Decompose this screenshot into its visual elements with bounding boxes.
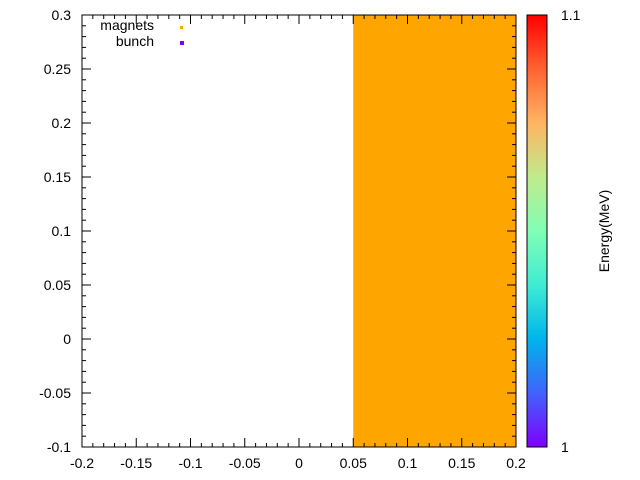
x-tick-label: 0.1 (398, 455, 418, 471)
colorbar: 1.1 1 Energy(MeV) (526, 7, 612, 455)
x-tick-label: -0.2 (70, 455, 94, 471)
y-tick-label: 0.2 (52, 115, 72, 131)
x-tick-label: -0.1 (178, 455, 202, 471)
y-tick-label: 0.15 (44, 169, 71, 185)
y-tick-label: 0 (63, 331, 71, 347)
colorbar-max-label: 1.1 (561, 7, 581, 23)
x-tick-label: 0.05 (340, 455, 367, 471)
y-tick-label: 0.1 (52, 223, 72, 239)
legend-marker-magnets (180, 26, 183, 29)
axis-ticks (81, 14, 517, 448)
colorbar-label: Energy(MeV) (596, 190, 612, 272)
legend-label-magnets: magnets (100, 17, 154, 33)
x-tick-label: 0.2 (506, 455, 526, 471)
y-tick-label: 0.25 (44, 61, 71, 77)
y-tick-label: 0.3 (52, 7, 72, 23)
colorbar-gradient (526, 14, 548, 448)
y-tick-label: -0.1 (47, 439, 71, 455)
x-tick-label: 0.15 (448, 455, 475, 471)
x-tick-label: -0.15 (120, 455, 152, 471)
y-tick-label: -0.05 (39, 385, 71, 401)
x-tick-label: -0.05 (229, 455, 261, 471)
legend-label-bunch: bunch (116, 33, 154, 49)
legend: magnets bunch (100, 17, 184, 49)
regions-layer (353, 15, 516, 447)
x-tick-label: 0 (295, 455, 303, 471)
x-tick-labels: -0.2 -0.15 -0.1 -0.05 0 0.05 0.1 0.15 0.2 (70, 455, 526, 471)
region-magnets (353, 15, 516, 447)
legend-marker-bunch (180, 41, 184, 45)
y-tick-label: 0.05 (44, 277, 71, 293)
y-tick-labels: -0.1 -0.05 0 0.05 0.1 0.15 0.2 0.25 0.3 (39, 7, 71, 455)
colorbar-min-label: 1 (561, 439, 569, 455)
